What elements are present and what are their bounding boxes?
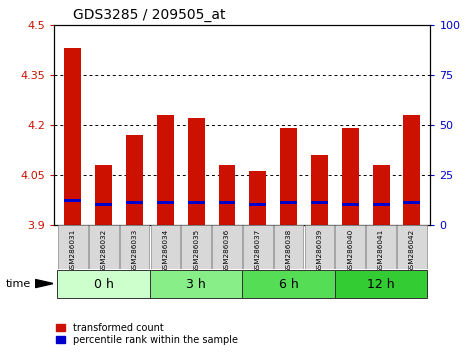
Bar (249, 171, 266, 225)
Bar (249, 204, 266, 206)
FancyBboxPatch shape (274, 225, 304, 269)
Bar (342, 204, 359, 206)
Bar (95, 204, 112, 206)
FancyBboxPatch shape (58, 270, 150, 298)
FancyBboxPatch shape (397, 225, 427, 269)
Bar (311, 155, 328, 225)
Text: GSM286036: GSM286036 (224, 228, 230, 273)
Text: 3 h: 3 h (186, 278, 206, 291)
Text: GSM286041: GSM286041 (378, 228, 384, 273)
Bar (311, 201, 328, 204)
Polygon shape (35, 280, 53, 287)
FancyBboxPatch shape (150, 225, 180, 269)
FancyBboxPatch shape (89, 225, 119, 269)
Text: GDS3285 / 209505_at: GDS3285 / 209505_at (73, 8, 226, 22)
Bar (188, 201, 205, 204)
Bar (342, 128, 359, 225)
FancyBboxPatch shape (335, 225, 365, 269)
Text: GSM286038: GSM286038 (286, 228, 292, 273)
Text: GSM286039: GSM286039 (316, 228, 323, 273)
Text: GSM286034: GSM286034 (162, 228, 168, 273)
Text: GSM286035: GSM286035 (193, 228, 199, 273)
Text: 0 h: 0 h (94, 278, 114, 291)
Text: GSM286042: GSM286042 (409, 228, 415, 273)
Bar (188, 118, 205, 225)
Bar (219, 201, 236, 204)
Text: GSM286037: GSM286037 (255, 228, 261, 273)
FancyBboxPatch shape (366, 225, 396, 269)
FancyBboxPatch shape (181, 225, 211, 269)
Bar (64, 199, 81, 202)
Bar (280, 128, 297, 225)
FancyBboxPatch shape (243, 225, 272, 269)
Text: GSM286031: GSM286031 (70, 228, 76, 273)
FancyBboxPatch shape (243, 270, 335, 298)
Text: 6 h: 6 h (279, 278, 298, 291)
FancyBboxPatch shape (58, 225, 88, 269)
Text: time: time (6, 279, 31, 289)
Bar (157, 201, 174, 204)
Bar (126, 135, 143, 225)
FancyBboxPatch shape (212, 225, 242, 269)
Bar (157, 115, 174, 225)
Bar (403, 201, 420, 204)
Text: 12 h: 12 h (368, 278, 395, 291)
Text: GSM286040: GSM286040 (347, 228, 353, 273)
Bar (95, 165, 112, 225)
FancyBboxPatch shape (150, 270, 243, 298)
Bar (403, 115, 420, 225)
Text: GSM286033: GSM286033 (131, 228, 138, 273)
FancyBboxPatch shape (335, 270, 427, 298)
Bar (64, 48, 81, 225)
Bar (373, 165, 390, 225)
Bar (280, 201, 297, 204)
Bar (219, 165, 236, 225)
Legend: transformed count, percentile rank within the sample: transformed count, percentile rank withi… (52, 319, 242, 349)
Bar (373, 204, 390, 206)
Bar (126, 201, 143, 204)
Text: GSM286032: GSM286032 (101, 228, 107, 273)
FancyBboxPatch shape (305, 225, 334, 269)
FancyBboxPatch shape (120, 225, 149, 269)
